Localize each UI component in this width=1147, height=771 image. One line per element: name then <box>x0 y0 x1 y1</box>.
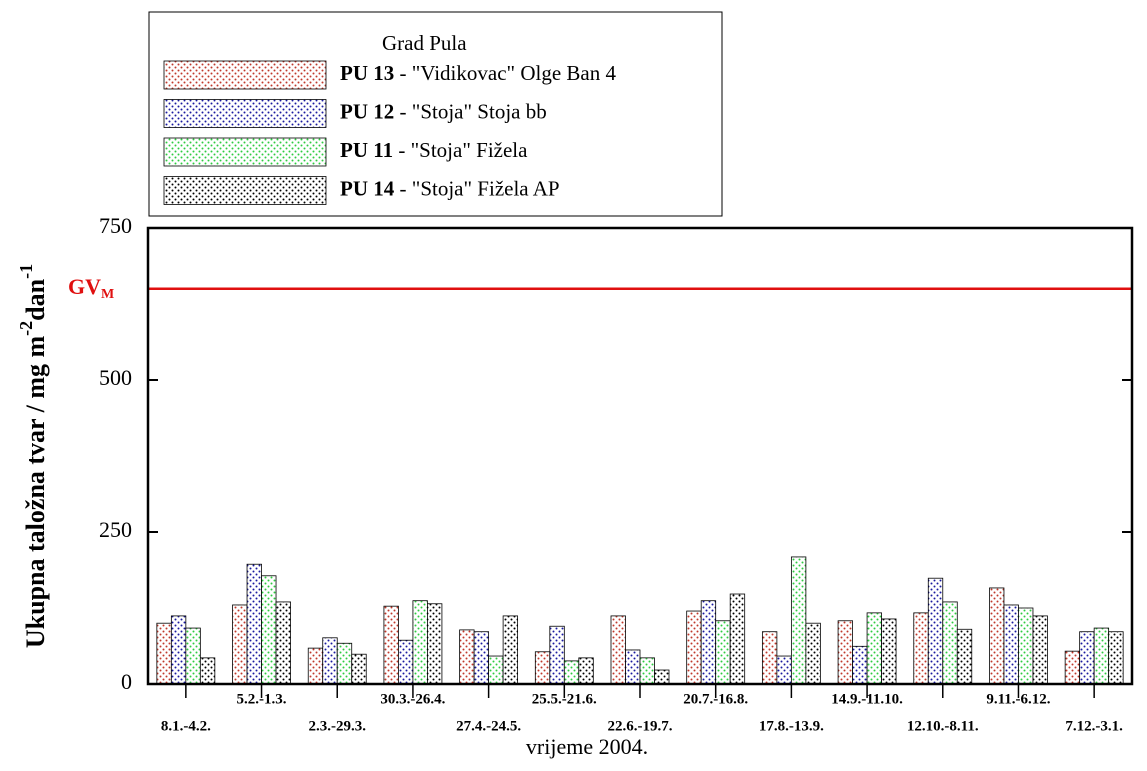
bar <box>412 600 428 685</box>
bar <box>459 629 475 685</box>
bar <box>261 575 277 685</box>
y-label-text: dan <box>21 278 50 320</box>
bar <box>927 577 944 685</box>
legend-swatch <box>163 60 327 90</box>
bar <box>686 610 702 685</box>
x-tick-label: 30.3.-26.4. <box>380 691 445 707</box>
bar <box>913 612 929 685</box>
bar <box>700 600 717 685</box>
x-axis-label: vrijeme 2004. <box>526 734 648 759</box>
y-tick-label: 0 <box>121 669 132 694</box>
x-tick-label: 20.7.-16.8. <box>683 691 748 707</box>
bar <box>776 655 792 685</box>
bar <box>989 587 1005 685</box>
bar <box>398 639 414 685</box>
legend-name: PU 14 <box>340 176 395 200</box>
bar <box>307 647 324 685</box>
legend-label: PU 13 - "Vidikovac" Olge Ban 4 <box>340 61 617 85</box>
legend-swatch <box>163 137 327 167</box>
bar <box>246 563 262 685</box>
y-tick-label: 250 <box>99 517 132 542</box>
y-tick-label: 500 <box>99 365 132 390</box>
bar <box>1079 631 1095 685</box>
bar <box>185 627 201 685</box>
bar <box>578 657 594 685</box>
legend-description: - "Stoja" Fižela <box>393 138 528 162</box>
x-tick-label: 12.10.-8.11. <box>907 718 979 734</box>
bar <box>805 622 821 685</box>
bar <box>852 645 868 685</box>
bar <box>837 620 853 685</box>
bar <box>336 642 353 685</box>
bar <box>1018 607 1034 685</box>
legend-description: - "Stoja" Fižela AP <box>394 176 559 200</box>
x-tick-label: 22.6.-19.7. <box>608 718 673 734</box>
x-tick-label: 27.4.-24.5. <box>456 718 521 734</box>
y-label-text: Ukupna taložna tvar / mg m <box>21 335 50 648</box>
bar <box>729 593 746 685</box>
bar <box>790 556 807 685</box>
bar <box>534 651 551 685</box>
bar <box>1064 650 1081 685</box>
bar <box>351 653 367 685</box>
legend-description: - "Stoja" Stoja bb <box>394 99 546 123</box>
bar <box>761 631 778 685</box>
reference-label-sub: M <box>101 287 114 302</box>
bar <box>275 601 291 685</box>
x-tick-label: 17.8.-13.9. <box>759 718 824 734</box>
bar <box>1108 631 1124 685</box>
x-tick-label: 5.2.-1.3. <box>237 691 287 707</box>
bar <box>383 605 399 685</box>
legend-title: Grad Pula <box>382 31 467 55</box>
plot-frame <box>146 226 1134 686</box>
bar <box>625 649 641 685</box>
bar <box>199 657 216 685</box>
bar <box>322 637 338 685</box>
legend-label: PU 11 - "Stoja" Fižela <box>340 138 528 162</box>
y-label-sup: -1 <box>16 264 36 279</box>
bar <box>881 618 897 685</box>
x-tick-label: 9.11.-6.12. <box>986 691 1050 707</box>
bar <box>610 615 626 685</box>
bar <box>715 620 731 685</box>
bar <box>488 655 504 685</box>
y-tick-label: 750 <box>99 213 132 238</box>
legend-swatch <box>163 99 327 128</box>
legend-label: PU 12 - "Stoja" Stoja bb <box>340 99 547 123</box>
y-axis-label: Ukupna taložna tvar / mg m-2dan-1 <box>16 264 50 648</box>
legend-description: - "Vidikovac" Olge Ban 4 <box>394 61 616 85</box>
bar <box>170 615 187 685</box>
reference-label-text: GV <box>68 274 101 299</box>
bar <box>866 612 882 685</box>
bar <box>156 622 172 685</box>
bar <box>549 625 565 685</box>
bar <box>232 604 248 685</box>
bar <box>956 628 973 685</box>
legend-name: PU 13 <box>340 61 394 85</box>
x-tick-label: 14.9.-11.10. <box>831 691 903 707</box>
legend-swatch <box>163 176 327 205</box>
bar <box>1032 615 1048 685</box>
x-tick-label: 7.12.-3.1. <box>1065 718 1123 734</box>
bar <box>563 660 580 685</box>
bar <box>1093 627 1110 685</box>
x-tick-label: 2.3.-29.3. <box>308 718 366 734</box>
legend-label: PU 14 - "Stoja" Fižela AP <box>340 176 560 200</box>
bar <box>427 603 443 685</box>
legend-name: PU 12 <box>340 99 394 123</box>
reference-label: GVM <box>68 274 114 302</box>
bar <box>639 657 655 685</box>
legend-name: PU 11 <box>340 138 393 162</box>
y-label-sup: -2 <box>16 321 36 336</box>
bar <box>1003 604 1019 685</box>
x-tick-label: 25.5.-21.6. <box>532 691 597 707</box>
bar <box>942 601 958 685</box>
bar <box>654 669 670 685</box>
bar <box>502 615 519 685</box>
bar <box>473 631 490 685</box>
x-tick-label: 8.1.-4.2. <box>161 718 211 734</box>
